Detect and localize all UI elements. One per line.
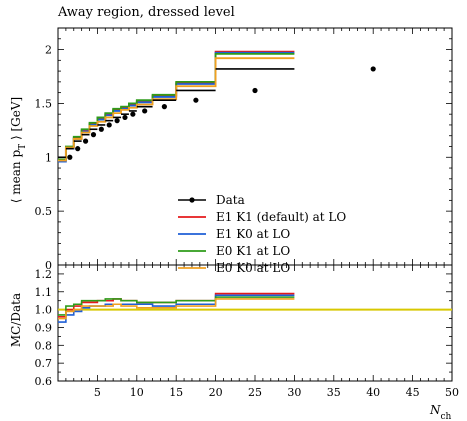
- chart-title: Away region, dressed level: [57, 5, 235, 20]
- ratio-y-tick-label: 0.8: [35, 339, 53, 352]
- main-y-tick-label: 2: [45, 44, 52, 57]
- data-point: [130, 111, 136, 117]
- legend: Data E1 K1 (default) at LO E1 K0 at LO E0 K…: [178, 193, 346, 275]
- x-tick-label: 30: [287, 386, 301, 399]
- x-tick-label: 50: [445, 386, 459, 399]
- legend-label-data: Data: [216, 193, 245, 207]
- ratio-y-tick-label: 0.6: [35, 375, 53, 388]
- main-y-tick-label: 0.5: [35, 205, 53, 218]
- ratio-y-tick-label: 0.7: [35, 357, 53, 370]
- data-point: [142, 108, 148, 114]
- data-point: [370, 66, 376, 72]
- data-point: [252, 87, 258, 94]
- x-tick-label: 20: [209, 386, 223, 399]
- data-point: [161, 104, 167, 110]
- ratio-series-line-2: [58, 296, 295, 316]
- main-series-line-2: [58, 52, 295, 161]
- legend-label-2: E0 K1 at LO: [216, 244, 290, 258]
- data-point: [114, 118, 120, 124]
- data-point: [67, 154, 73, 160]
- x-tick-label: 35: [327, 386, 341, 399]
- x-tick-label: 25: [248, 386, 262, 399]
- x-tick-label: 5: [94, 386, 101, 399]
- data-point: [90, 132, 97, 138]
- data-point: [82, 138, 89, 144]
- ratio-series-line-3: [58, 298, 295, 320]
- legend-data-marker: [189, 197, 195, 203]
- data-point: [122, 114, 128, 121]
- x-tick-label: 45: [406, 386, 420, 399]
- x-tick-label: 15: [169, 386, 183, 399]
- ratio-y-tick-label: 1.2: [35, 268, 53, 281]
- ratio-y-tick-label: 1.1: [35, 286, 53, 299]
- legend-label-3: E0 K0 at LO: [216, 261, 290, 275]
- data-point: [193, 97, 199, 103]
- data-point: [75, 146, 81, 152]
- main-y-tick-label: 1: [45, 151, 52, 164]
- x-tick-label: 10: [130, 386, 144, 399]
- main-y-tick-label: 1.5: [35, 97, 53, 110]
- ratio-y-tick-label: 1.0: [35, 304, 53, 317]
- ratio-plot-frame: [57, 264, 453, 382]
- x-axis-label: Nch: [429, 403, 452, 421]
- data-point: [98, 126, 104, 132]
- ratio-y-tick-label: 0.9: [35, 321, 53, 334]
- main-series-line-0: [58, 50, 295, 162]
- main-panel: 0 0.5 1 1.5 2: [35, 27, 453, 272]
- legend-label-1: E1 K0 at LO: [216, 227, 290, 241]
- x-tick-label: 40: [366, 386, 380, 399]
- data-point: [106, 122, 112, 128]
- main-y-axis-label: ⟨ mean pT ⟩ [GeV]: [9, 97, 28, 203]
- main-y-tick-label: 0: [45, 259, 52, 272]
- ratio-y-axis-label: MC/Data: [9, 293, 23, 347]
- ratio-panel: 5 10 15 20 25 30 35 40 45 50 0.6 0.7 0.8 0.9 1.0 1.1 1.2: [35, 264, 459, 399]
- main-series-line-3: [58, 57, 295, 162]
- legend-label-0: E1 K1 (default) at LO: [216, 210, 346, 224]
